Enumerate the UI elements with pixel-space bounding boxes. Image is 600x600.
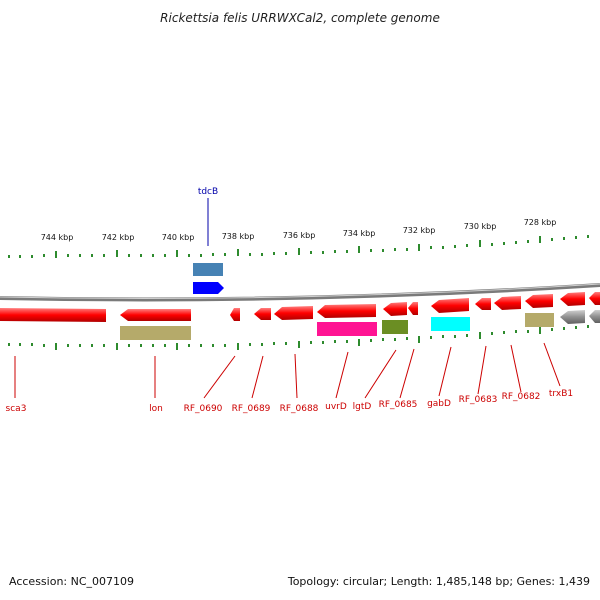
ruler-label: 744 kbp: [41, 233, 74, 242]
ruler-labels: 744 kbp 742 kbp 740 kbp 738 kbp 736 kbp …: [41, 218, 557, 242]
cds-arrow: [254, 308, 271, 320]
ruler-label: 740 kbp: [162, 233, 195, 242]
gene-label-RF_0690: RF_0690: [184, 404, 223, 414]
cog-feature-grey: [589, 310, 600, 323]
ruler-label: 732 kbp: [403, 226, 436, 235]
ruler-label: 728 kbp: [524, 218, 557, 227]
gene-label-uvrD: uvrD: [325, 402, 347, 412]
ruler-label: 730 kbp: [464, 222, 497, 231]
cds-arrow: [494, 296, 521, 310]
ruler-label: 742 kbp: [102, 233, 135, 242]
inner-ruler-ticks: [8, 325, 589, 350]
gene-label-RF_0689: RF_0689: [232, 404, 271, 414]
cds-arrow: [274, 306, 313, 320]
gene-label-lon: lon: [149, 404, 163, 414]
cog-feature-cyan: [431, 317, 470, 331]
gene-label-lgtD: lgtD: [353, 402, 372, 412]
gene-label-tdcB: tdcB: [198, 187, 218, 197]
cds-arrow: [408, 302, 418, 315]
cds-arrow: [0, 308, 106, 322]
cog-feature-blue-arrow: [193, 282, 224, 294]
gene-label-RF_0682: RF_0682: [502, 392, 541, 402]
genome-backbone: [0, 283, 600, 302]
ruler-label: 738 kbp: [222, 232, 255, 241]
gene-label-trxB1: trxB1: [549, 389, 573, 399]
cds-arrow: [120, 309, 191, 321]
cds-arrow: [589, 292, 600, 305]
cog-feature-grey: [560, 310, 585, 324]
cog-feature-steel: [193, 263, 223, 276]
ruler-label: 736 kbp: [283, 231, 316, 240]
accession-text: Accession: NC_007109: [9, 575, 134, 588]
cds-arrow: [230, 308, 240, 321]
cog-features-lower: [120, 310, 600, 340]
gene-label-sca3: sca3: [6, 404, 27, 414]
outer-ruler-ticks: [8, 235, 589, 258]
cds-arrow: [560, 292, 585, 306]
cds-arrow: [475, 298, 491, 310]
genome-backbone-highlight: [0, 283, 600, 299]
cds-arrow: [317, 304, 376, 318]
cds-arrow: [383, 302, 407, 316]
cog-feature-olive: [120, 326, 191, 340]
cog-feature-magenta: [317, 322, 377, 336]
cds-features: [0, 292, 600, 322]
gene-label-RF_0683: RF_0683: [459, 395, 498, 405]
gene-labels-bottom: sca3 lon RF_0690 RF_0689 RF_0688 uvrD lg…: [6, 389, 574, 414]
gene-label-RF_0685: RF_0685: [379, 400, 418, 410]
cds-arrow: [431, 298, 469, 313]
cog-feature-green: [382, 320, 408, 334]
gene-leader-lines: [14, 342, 561, 399]
cog-feature-olive: [525, 313, 554, 327]
map-title: Rickettsia felis URRWXCal2, complete gen…: [160, 11, 440, 25]
ruler-label: 734 kbp: [343, 229, 376, 238]
gene-label-RF_0688: RF_0688: [280, 404, 319, 414]
cds-arrow: [525, 294, 553, 308]
gene-label-gabD: gabD: [427, 399, 451, 409]
genome-summary-text: Topology: circular; Length: 1,485,148 bp…: [287, 575, 590, 588]
